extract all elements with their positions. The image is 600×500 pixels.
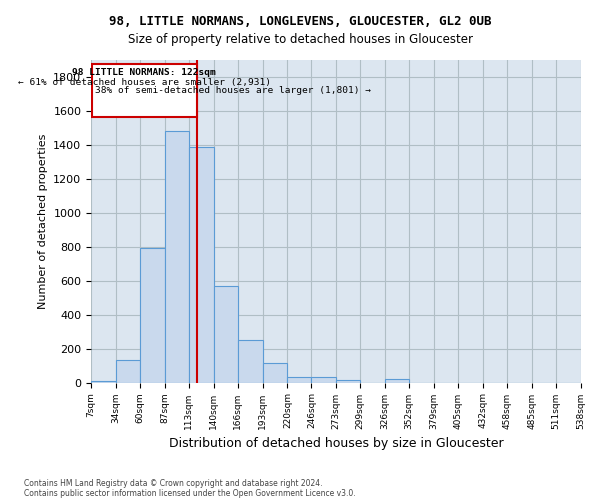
FancyBboxPatch shape (92, 64, 197, 117)
Text: Contains public sector information licensed under the Open Government Licence v3: Contains public sector information licen… (24, 488, 356, 498)
Bar (287, 376, 311, 382)
Bar (214, 286, 238, 382)
Bar (189, 146, 214, 382)
Text: 38% of semi-detached houses are larger (1,801) →: 38% of semi-detached houses are larger (… (95, 86, 371, 96)
X-axis label: Distribution of detached houses by size in Gloucester: Distribution of detached houses by size … (169, 437, 503, 450)
Bar (140, 248, 165, 382)
Text: ← 61% of detached houses are smaller (2,931): ← 61% of detached houses are smaller (2,… (17, 78, 271, 87)
Bar (336, 380, 360, 382)
Text: Size of property relative to detached houses in Gloucester: Size of property relative to detached ho… (128, 32, 473, 46)
Bar (311, 378, 336, 382)
Text: 98 LITTLE NORMANS: 122sqm: 98 LITTLE NORMANS: 122sqm (72, 68, 216, 76)
Bar (263, 363, 287, 382)
Text: Contains HM Land Registry data © Crown copyright and database right 2024.: Contains HM Land Registry data © Crown c… (24, 478, 323, 488)
Bar (91, 381, 116, 382)
Bar (385, 379, 409, 382)
Y-axis label: Number of detached properties: Number of detached properties (38, 134, 48, 309)
Bar (165, 132, 189, 382)
Text: 98, LITTLE NORMANS, LONGLEVENS, GLOUCESTER, GL2 0UB: 98, LITTLE NORMANS, LONGLEVENS, GLOUCEST… (109, 15, 491, 28)
Bar (238, 340, 263, 382)
Bar (116, 360, 140, 382)
